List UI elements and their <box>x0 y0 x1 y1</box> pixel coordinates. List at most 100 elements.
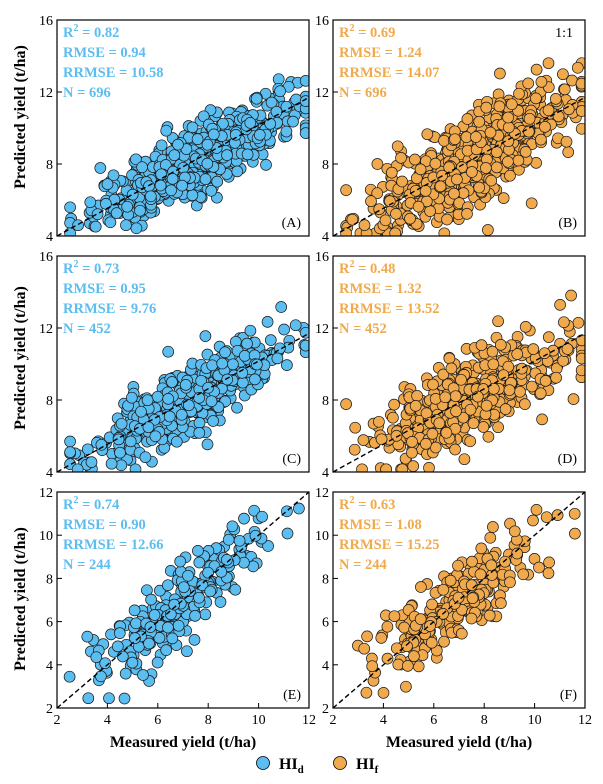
data-point <box>560 135 573 148</box>
data-point <box>441 213 453 226</box>
data-point <box>290 93 302 106</box>
data-point <box>360 686 373 699</box>
data-point <box>407 460 420 472</box>
y-tick-label: 2 <box>322 702 329 717</box>
data-point <box>466 555 478 568</box>
data-point <box>136 161 148 174</box>
data-point <box>461 113 474 125</box>
data-point <box>91 208 104 221</box>
data-point <box>565 289 577 302</box>
data-point <box>409 400 422 412</box>
data-point <box>195 374 208 387</box>
data-point <box>193 417 206 429</box>
data-point <box>149 430 162 443</box>
data-point <box>519 321 532 333</box>
data-point <box>151 656 164 669</box>
data-point <box>248 504 260 517</box>
data-point <box>527 514 539 527</box>
y-tick-label: 10 <box>315 529 329 544</box>
data-point <box>289 319 302 332</box>
data-point <box>233 534 246 547</box>
data-point <box>207 415 219 427</box>
data-point <box>539 121 551 133</box>
panel-label: (C) <box>282 452 301 467</box>
panel-label: (D) <box>558 452 578 467</box>
panel-label: (F) <box>560 688 577 703</box>
legend-label-hif: HIf <box>356 756 379 776</box>
data-point <box>549 93 562 105</box>
panel-d: 4 8 12 16 R2 = 0.48 RMSE = 1.32 RRMSE = 13.52 N… <box>315 250 586 481</box>
one-to-one-line <box>57 492 309 708</box>
data-point <box>455 627 468 640</box>
data-point <box>64 201 76 214</box>
data-point <box>499 403 512 415</box>
data-point <box>100 198 112 210</box>
panel-f: 2 4 6 8 10 12 2 4 6 8 10 12 R2 = 0.63 RMSE = 1.08 RRMS… <box>315 486 592 728</box>
data-point <box>395 152 407 164</box>
y-tick-label: 8 <box>322 394 329 409</box>
data-point <box>543 556 555 569</box>
y-tick-label: 12 <box>315 486 329 501</box>
x-tick-label: 4 <box>104 713 111 728</box>
data-point <box>274 85 286 98</box>
data-point <box>473 181 486 194</box>
data-point <box>261 316 274 328</box>
data-point <box>299 127 309 139</box>
data-point <box>557 354 570 367</box>
stat-rmse: RMSE = 1.32 <box>339 281 422 297</box>
data-point <box>519 146 532 158</box>
data-point <box>480 101 493 114</box>
data-point <box>444 574 457 587</box>
data-point <box>281 359 293 371</box>
data-point <box>423 462 435 472</box>
data-point <box>443 352 456 365</box>
data-point <box>401 660 414 672</box>
data-point <box>271 352 284 365</box>
stat-r2: R2 = 0.74 <box>63 495 119 513</box>
data-point <box>168 149 181 162</box>
data-point <box>182 399 195 412</box>
data-point <box>465 579 478 591</box>
data-point <box>568 507 581 520</box>
data-point <box>419 185 432 197</box>
points <box>352 504 581 699</box>
data-point <box>365 195 377 208</box>
data-point <box>375 632 388 644</box>
stat-rmse: RMSE = 1.24 <box>339 45 422 61</box>
data-point <box>238 350 251 362</box>
data-point <box>575 77 585 90</box>
data-point <box>503 384 516 396</box>
one-to-one-line <box>333 492 585 708</box>
data-point <box>527 343 540 355</box>
data-point <box>179 379 192 391</box>
data-point <box>280 100 293 113</box>
data-point <box>391 140 404 153</box>
legend: HId HIf <box>256 756 379 776</box>
panel-label: (E) <box>283 688 301 703</box>
data-point <box>477 421 490 433</box>
panels: 4 8 12 16 R2 = 0.82 RMSE = 0.94 RRMSE = 10.58 N… <box>39 14 592 728</box>
stat-n: N = 452 <box>339 321 387 337</box>
data-point <box>450 405 462 418</box>
data-point <box>116 650 129 663</box>
data-point <box>101 178 114 190</box>
data-point <box>120 219 132 232</box>
data-point <box>572 316 585 329</box>
data-point <box>552 110 565 123</box>
y-axis-label-middle: Predicted yield (t/ha) <box>12 286 29 430</box>
plot-frame <box>332 255 586 473</box>
data-point <box>346 213 359 226</box>
data-point <box>241 337 253 350</box>
data-point <box>371 187 384 200</box>
data-point <box>443 161 456 174</box>
x-axis-label-left: Measured yield (t/ha) <box>110 734 256 751</box>
data-point <box>166 173 179 185</box>
data-point <box>202 381 214 394</box>
data-point <box>511 547 523 560</box>
stat-r2: R2 = 0.69 <box>339 23 395 41</box>
data-point <box>82 692 95 705</box>
data-point <box>483 609 496 622</box>
data-point <box>186 189 199 202</box>
data-point <box>562 103 575 116</box>
